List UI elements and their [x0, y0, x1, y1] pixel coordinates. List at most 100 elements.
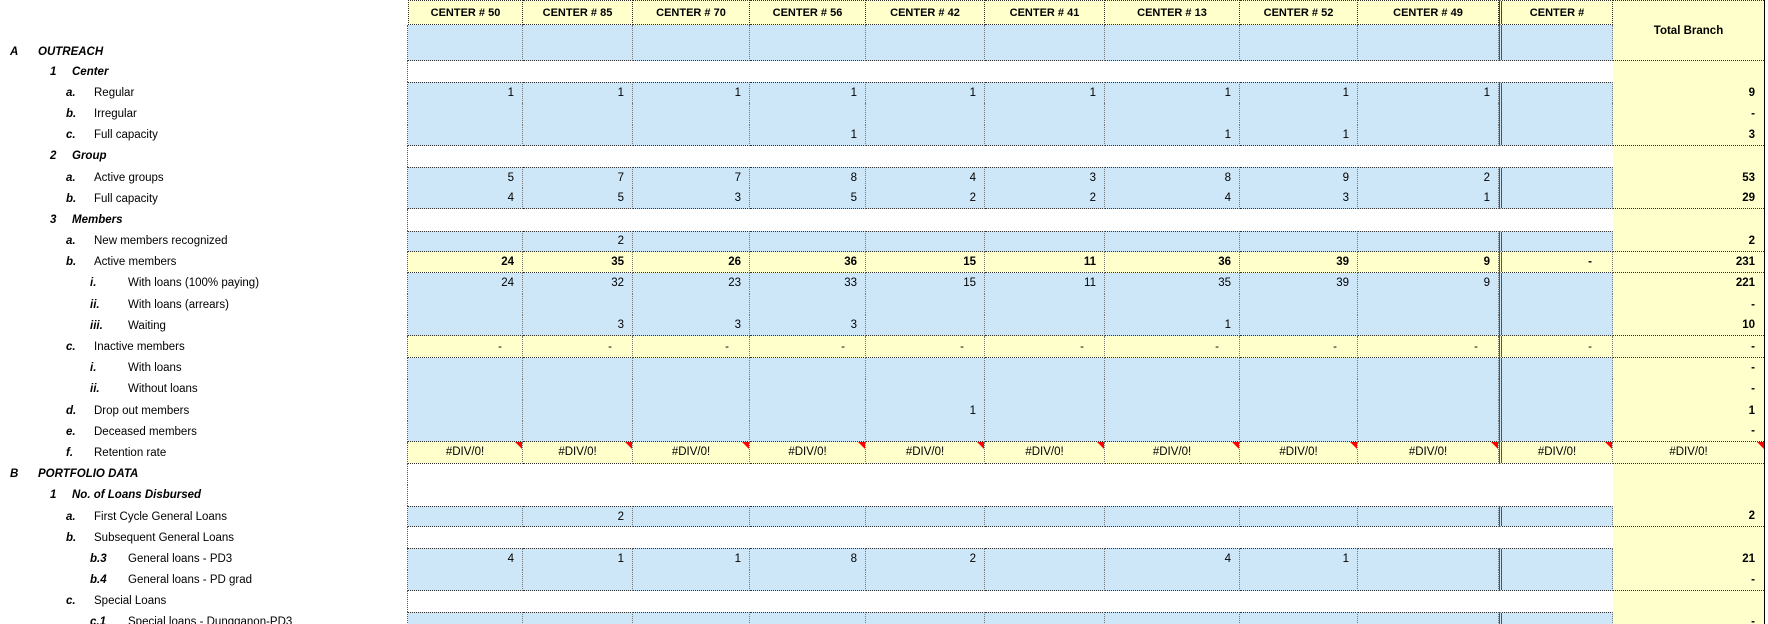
row-label-special-loans[interactable]: c. Special Loans: [0, 590, 408, 612]
row-label-drop-out-members[interactable]: d. Drop out members: [0, 400, 408, 422]
column-header-85[interactable]: CENTER # 85: [523, 0, 633, 25]
data-cell[interactable]: [866, 505, 985, 528]
data-cell[interactable]: [1499, 272, 1613, 295]
row-label-with-loans-100-paying[interactable]: i. With loans (100% paying): [0, 272, 408, 295]
data-cell[interactable]: [633, 505, 750, 528]
data-cell[interactable]: #DIV/0!: [1358, 442, 1499, 464]
data-cell[interactable]: [1240, 294, 1358, 316]
data-cell[interactable]: [750, 378, 866, 400]
data-cell[interactable]: 9: [1358, 272, 1499, 295]
data-cell[interactable]: [523, 611, 633, 624]
data-cell[interactable]: #DIV/0!: [1499, 442, 1613, 464]
total-cell-irregular[interactable]: -: [1613, 103, 1764, 124]
data-cell[interactable]: [750, 230, 866, 252]
row-label-retention-rate[interactable]: f. Retention rate: [0, 442, 408, 464]
data-cell[interactable]: [1499, 505, 1613, 528]
empty-row-area[interactable]: [408, 61, 1613, 82]
data-cell[interactable]: [1499, 124, 1613, 146]
total-cell-full-capacity[interactable]: 3: [1613, 125, 1764, 146]
row-label-center[interactable]: 1 Center: [0, 61, 408, 83]
data-cell[interactable]: 33: [750, 272, 866, 295]
data-cell[interactable]: [985, 611, 1105, 624]
data-cell[interactable]: 36: [750, 251, 866, 273]
data-cell[interactable]: [1499, 548, 1613, 570]
data-cell[interactable]: 2: [866, 548, 985, 570]
data-cell[interactable]: [408, 103, 523, 125]
row-label-group[interactable]: 2 Group: [0, 145, 408, 167]
data-cell[interactable]: 1: [1358, 188, 1499, 210]
data-cell[interactable]: [1240, 400, 1358, 422]
data-cell[interactable]: [1105, 400, 1240, 422]
data-cell[interactable]: #DIV/0!: [750, 442, 866, 464]
total-cell-subsequent-general-loans[interactable]: [1613, 527, 1764, 548]
data-cell[interactable]: 26: [633, 251, 750, 273]
data-cell[interactable]: 1: [1358, 82, 1499, 104]
data-cell[interactable]: 8: [750, 166, 866, 189]
data-cell[interactable]: [866, 611, 985, 624]
data-cell[interactable]: [1499, 188, 1613, 210]
data-cell[interactable]: 1: [408, 82, 523, 104]
data-cell[interactable]: [633, 294, 750, 316]
total-cell-without-loans[interactable]: -: [1613, 379, 1764, 400]
data-cell[interactable]: 1: [633, 548, 750, 570]
data-cell[interactable]: 1: [1105, 124, 1240, 146]
total-cell-no-of-loans-disbursed[interactable]: [1613, 485, 1764, 506]
data-cell[interactable]: 3: [1240, 188, 1358, 210]
total-cell-members[interactable]: [1613, 209, 1764, 230]
data-cell[interactable]: [866, 25, 985, 61]
data-cell[interactable]: [1105, 230, 1240, 252]
data-cell[interactable]: [750, 421, 866, 443]
data-cell[interactable]: [866, 103, 985, 125]
data-cell[interactable]: [633, 103, 750, 125]
data-cell[interactable]: [633, 400, 750, 422]
data-cell[interactable]: 15: [866, 251, 985, 273]
data-cell[interactable]: -: [408, 336, 523, 358]
data-cell[interactable]: -: [1499, 251, 1613, 273]
data-cell[interactable]: 2: [1358, 166, 1499, 189]
data-cell[interactable]: [1499, 103, 1613, 125]
data-cell[interactable]: [750, 103, 866, 125]
data-cell[interactable]: [866, 230, 985, 252]
data-cell[interactable]: 4: [1105, 188, 1240, 210]
data-cell[interactable]: [1105, 421, 1240, 443]
data-cell[interactable]: 1: [633, 82, 750, 104]
data-cell[interactable]: 1: [1105, 82, 1240, 104]
data-cell[interactable]: 39: [1240, 251, 1358, 273]
data-cell[interactable]: 5: [750, 188, 866, 210]
data-cell[interactable]: [633, 421, 750, 443]
empty-row-area[interactable]: [408, 591, 1613, 612]
data-cell[interactable]: 1: [1240, 548, 1358, 570]
data-cell[interactable]: [408, 378, 523, 400]
data-cell[interactable]: -: [866, 336, 985, 358]
data-cell[interactable]: 11: [985, 272, 1105, 295]
data-cell[interactable]: [866, 124, 985, 146]
data-cell[interactable]: [1105, 611, 1240, 624]
data-cell[interactable]: 9: [1358, 251, 1499, 273]
data-cell[interactable]: [1358, 124, 1499, 146]
data-cell[interactable]: [750, 25, 866, 61]
row-label-without-loans[interactable]: ii. Without loans: [0, 378, 408, 400]
data-cell[interactable]: -: [985, 336, 1105, 358]
data-cell[interactable]: [866, 569, 985, 591]
row-label-new-members-recognized[interactable]: a. New members recognized: [0, 230, 408, 252]
data-cell[interactable]: 7: [523, 166, 633, 189]
data-cell[interactable]: [408, 294, 523, 316]
data-cell[interactable]: [408, 315, 523, 337]
row-label-waiting[interactable]: iii. Waiting: [0, 315, 408, 337]
row-label-general-loans-pd3[interactable]: b.3 General loans - PD3: [0, 548, 408, 570]
data-cell[interactable]: [1358, 569, 1499, 591]
data-cell[interactable]: #DIV/0!: [633, 442, 750, 464]
row-label-outreach[interactable]: A OUTREACH: [0, 25, 408, 61]
data-cell[interactable]: [1358, 611, 1499, 624]
row-label-portfolio-data[interactable]: B PORTFOLIO DATA: [0, 463, 408, 485]
data-cell[interactable]: 8: [750, 548, 866, 570]
data-cell[interactable]: [985, 505, 1105, 528]
data-cell[interactable]: [866, 315, 985, 337]
data-cell[interactable]: [1358, 25, 1499, 61]
empty-row-area[interactable]: [408, 209, 1613, 230]
total-cell-with-loans-100-paying[interactable]: 221: [1613, 273, 1764, 294]
data-cell[interactable]: [985, 357, 1105, 379]
data-cell[interactable]: 2: [866, 188, 985, 210]
total-cell-active-members[interactable]: 231: [1613, 252, 1764, 273]
data-cell[interactable]: 2: [523, 505, 633, 528]
